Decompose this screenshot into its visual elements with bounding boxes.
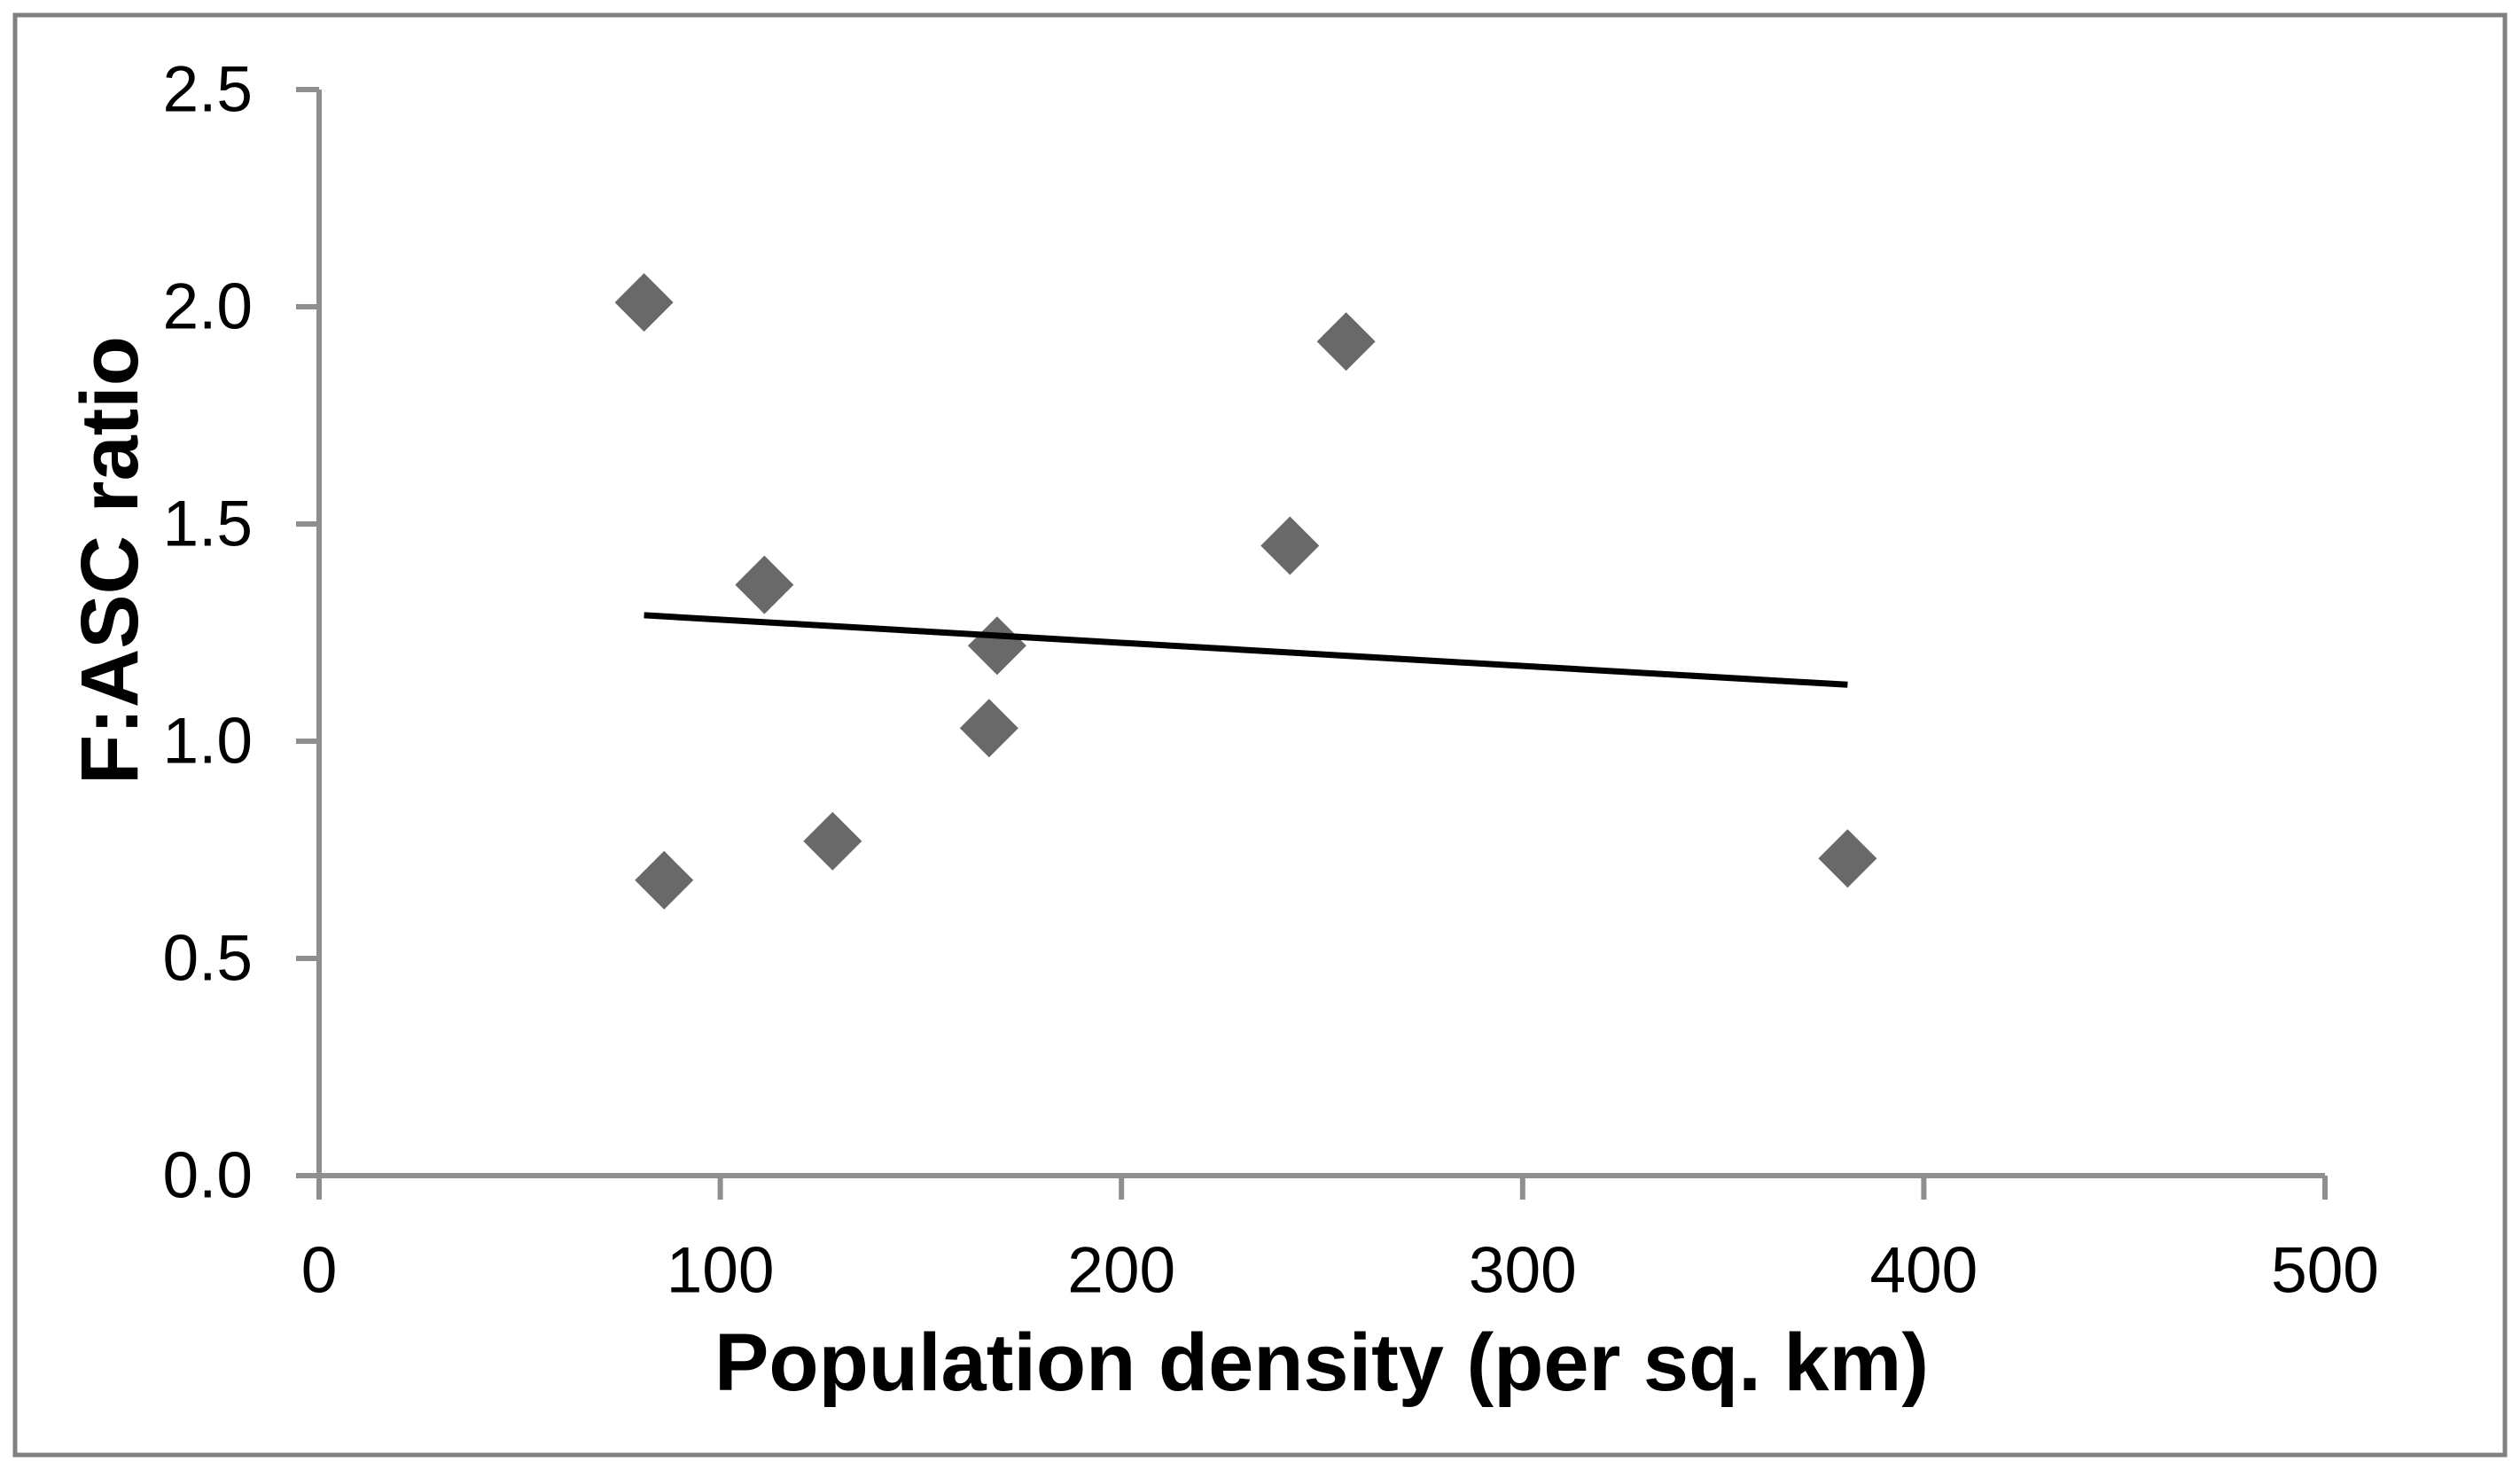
chart-frame bbox=[12, 12, 2508, 1458]
x-axis-tick-label: 200 bbox=[1067, 1235, 1175, 1307]
data-point bbox=[967, 616, 1026, 676]
y-axis-title: F:ASC ratio bbox=[65, 336, 155, 785]
x-axis-title: Population density (per sq. km) bbox=[714, 1318, 1929, 1408]
y-axis-tick-label: 1.5 bbox=[163, 489, 253, 560]
data-point bbox=[1818, 829, 1877, 888]
data-points bbox=[614, 273, 1877, 910]
y-axis-tick-label: 0.0 bbox=[163, 1140, 253, 1212]
data-point bbox=[803, 811, 862, 871]
data-point bbox=[635, 850, 694, 910]
data-point bbox=[959, 699, 1018, 758]
x-axis-tick-label: 100 bbox=[667, 1235, 775, 1307]
y-axis-tick-label: 2.5 bbox=[163, 54, 253, 126]
x-axis-tick-label: 300 bbox=[1469, 1235, 1577, 1307]
data-point bbox=[614, 273, 674, 332]
trendline bbox=[644, 612, 1848, 688]
data-point bbox=[1260, 516, 1320, 575]
axes: 0.0 0.5 1.0 1.5 2.0 2.5 0 100 200 300 400 500 bbox=[163, 54, 2379, 1307]
x-axis-tick-label: 400 bbox=[1869, 1235, 1978, 1307]
x-axis-tick-label: 500 bbox=[2271, 1235, 2379, 1307]
y-axis-tick-label: 0.5 bbox=[163, 923, 253, 995]
data-point bbox=[735, 555, 794, 614]
trendline-layer bbox=[644, 612, 1848, 688]
y-axis-tick-label: 1.0 bbox=[163, 706, 253, 778]
x-axis-tick-label: 0 bbox=[301, 1235, 338, 1307]
y-axis-tick-label: 2.0 bbox=[163, 271, 253, 343]
data-point bbox=[1316, 312, 1376, 371]
